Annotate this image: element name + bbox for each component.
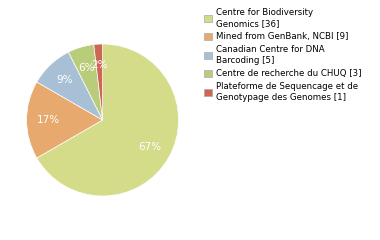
Wedge shape: [27, 82, 103, 158]
Text: 9%: 9%: [57, 75, 73, 85]
Wedge shape: [94, 44, 103, 120]
Text: 2%: 2%: [91, 60, 108, 70]
Text: 67%: 67%: [138, 142, 162, 152]
Legend: Centre for Biodiversity
Genomics [36], Mined from GenBank, NCBI [9], Canadian Ce: Centre for Biodiversity Genomics [36], M…: [202, 7, 363, 104]
Wedge shape: [37, 44, 179, 196]
Text: 17%: 17%: [36, 115, 59, 125]
Wedge shape: [68, 44, 103, 120]
Text: 6%: 6%: [79, 63, 95, 72]
Wedge shape: [37, 52, 103, 120]
